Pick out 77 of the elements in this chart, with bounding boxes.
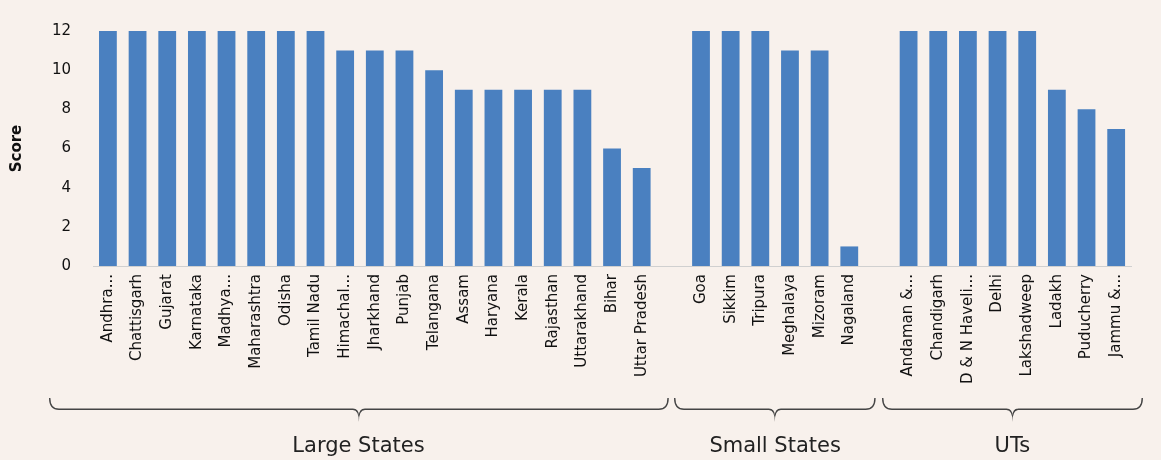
bar xyxy=(187,31,206,267)
bar xyxy=(454,89,473,267)
x-tick-label: Uttar Pradesh xyxy=(631,274,650,378)
x-tick-label: Andaman &... xyxy=(898,274,917,377)
x-tick-label: Tripura xyxy=(750,274,769,327)
y-tick-label: 6 xyxy=(61,138,72,157)
bar xyxy=(899,31,918,267)
x-tick-label: Odisha xyxy=(275,274,294,327)
x-tick-label: Ladakh xyxy=(1046,274,1065,329)
bar xyxy=(573,89,592,267)
bar xyxy=(988,31,1007,267)
bar xyxy=(692,31,710,267)
y-tick-label: 12 xyxy=(51,20,72,39)
bar xyxy=(306,31,325,267)
text: UTs xyxy=(993,433,1032,457)
y-tick-label: 8 xyxy=(61,99,72,118)
bar xyxy=(1107,128,1126,267)
x-tick-label: Telangana xyxy=(424,274,443,352)
x-tick-label: Maharashtra xyxy=(246,274,265,369)
x-tick-label: D & N Haveli... xyxy=(957,274,976,385)
y-tick-label: 2 xyxy=(61,216,72,235)
bar xyxy=(781,50,799,267)
bar xyxy=(751,31,770,267)
x-tick-label: Kerala xyxy=(512,274,531,322)
bar xyxy=(158,31,177,267)
y-tick-label: 10 xyxy=(51,60,72,79)
x-tick-label: Goa xyxy=(690,274,709,305)
bar xyxy=(247,31,266,267)
x-tick-label: Himachal... xyxy=(335,274,354,359)
x-tick-label: Mizoram xyxy=(809,274,828,339)
bar xyxy=(959,31,977,267)
bar xyxy=(929,31,948,267)
bar xyxy=(514,89,532,267)
bar xyxy=(721,31,740,267)
bar xyxy=(365,50,384,267)
bar xyxy=(217,31,236,267)
x-tick-label: Assam xyxy=(453,274,472,324)
bar xyxy=(425,70,444,267)
text: Large States xyxy=(291,433,426,457)
x-tick-label: Andhra... xyxy=(97,274,116,343)
y-tick-label: 0 xyxy=(61,255,72,274)
bar xyxy=(276,31,295,267)
bar xyxy=(336,50,355,267)
bar xyxy=(840,246,859,267)
x-tick-label: Punjab xyxy=(394,274,413,325)
bar xyxy=(810,50,829,267)
text: Small States xyxy=(708,433,842,457)
bar xyxy=(484,89,503,267)
x-tick-label: Chattisgarh xyxy=(127,274,146,362)
x-tick-label: Jharkhand xyxy=(364,274,383,351)
x-tick-label: Delhi xyxy=(987,274,1006,313)
bar xyxy=(128,31,147,267)
bar xyxy=(603,148,621,267)
x-tick-label: Jammu &... xyxy=(1106,274,1125,359)
x-tick-label: Haryana xyxy=(483,274,502,338)
x-tick-label: Nagaland xyxy=(839,274,858,346)
x-tick-label: Karnataka xyxy=(186,274,205,351)
bar xyxy=(99,31,117,267)
x-tick-label: Rajasthan xyxy=(542,274,561,349)
x-tick-label: Bihar xyxy=(601,273,620,314)
y-tick-label: 4 xyxy=(61,177,72,196)
x-tick-label: Lakshadweep xyxy=(1017,274,1036,377)
x-tick-label: Tamil Nadu xyxy=(305,274,324,359)
x-tick-label: Madhya... xyxy=(216,274,235,348)
bar xyxy=(632,168,651,267)
bar xyxy=(543,89,562,267)
bar xyxy=(1077,109,1096,267)
bar xyxy=(1047,89,1066,267)
x-tick-label: Chandigarh xyxy=(928,274,947,361)
bar xyxy=(1018,31,1037,267)
bar xyxy=(395,50,414,267)
x-tick-label: Sikkim xyxy=(720,274,739,324)
x-tick-label: Gujarat xyxy=(157,273,176,330)
x-tick-label: Meghalaya xyxy=(779,274,798,356)
x-tick-label: Uttarakhand xyxy=(572,274,591,368)
x-tick-label: Puducherry xyxy=(1076,273,1095,360)
y-axis-title: Score xyxy=(6,124,25,173)
